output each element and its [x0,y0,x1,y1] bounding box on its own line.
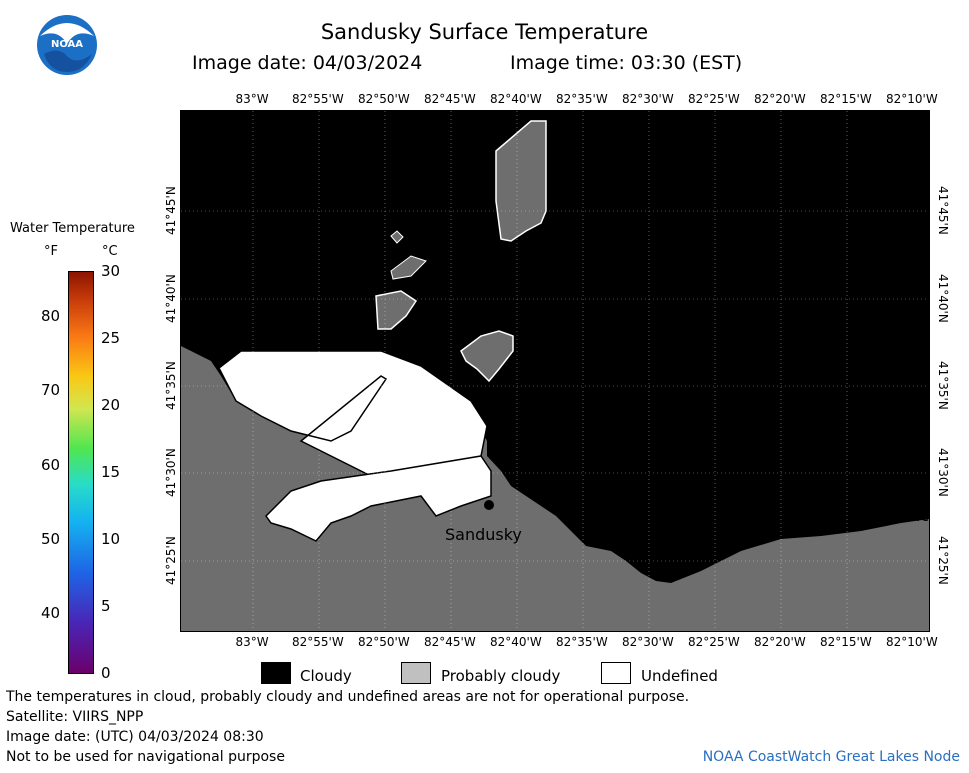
colorbar-unit-f: °F [44,244,58,259]
colorbar-c-tick: 5 [101,597,111,615]
footer-utc-date: Image date: (UTC) 04/03/2024 08:30 [6,729,264,745]
lat-tick-left: 41°45'N [164,185,178,235]
legend-swatch-undefined [601,662,631,684]
footer-disclaimer: The temperatures in cloud, probably clou… [6,689,690,705]
lon-tick-top: 82°45'W [424,92,476,106]
undefined-area-west [218,350,488,482]
legend-swatch-probably-cloudy [401,662,431,684]
colorbar-c-tick: 25 [101,329,121,347]
page-title: Sandusky Surface Temperature [320,20,649,44]
lon-tick-bottom: 82°50'W [358,635,410,649]
colorbar-f-tick: 60 [41,455,61,474]
lat-tick-right: 41°35'N [936,360,950,410]
colorbar-c-tick: 10 [101,530,121,548]
lat-tick-left: 41°35'N [164,360,178,410]
east-marker [891,490,901,500]
probably-cloudy-island [375,290,418,330]
noaa-logo: NOAA [36,14,98,76]
lat-tick-right: 41°25'N [936,535,950,585]
lon-tick-top: 82°25'W [688,92,740,106]
legend-label-probably-cloudy: Probably cloudy [441,667,561,685]
lon-tick-top: 82°20'W [754,92,806,106]
colorbar-unit-c: °C [102,244,118,259]
probably-cloudy-east [460,330,514,383]
footer-nav-warning: Not to be used for navigational purpose [6,749,285,765]
temperature-map: Sandusky Blac [180,110,930,632]
legend-label-undefined: Undefined [641,667,718,685]
place-label-sandusky: Sandusky [445,525,522,544]
lat-tick-right: 41°40'N [936,273,950,323]
lon-tick-top: 82°50'W [358,92,410,106]
lon-tick-bottom: 82°20'W [754,635,806,649]
legend-swatch-cloudy [261,662,291,684]
lon-tick-bottom: 82°10'W [886,635,938,649]
colorbar-title: Water Temperature [10,221,135,236]
sandusky-marker [484,500,494,510]
lon-tick-bottom: 82°15'W [820,635,872,649]
lon-tick-bottom: 82°55'W [292,635,344,649]
lat-tick-right: 41°45'N [936,185,950,235]
colorbar-c-tick: 0 [101,664,111,682]
place-label-east: Blac [895,506,930,525]
svg-text:NOAA: NOAA [51,39,83,50]
lon-tick-top: 83°W [235,92,269,106]
lon-tick-top: 82°55'W [292,92,344,106]
lat-tick-right: 41°30'N [936,447,950,497]
lon-tick-bottom: 82°25'W [688,635,740,649]
colorbar-c-tick: 15 [101,463,121,481]
colorbar-c-tick: 20 [101,396,121,414]
lon-tick-bottom: 83°W [235,635,269,649]
colorbar-f-tick: 80 [41,306,61,325]
image-time: Image time: 03:30 (EST) [510,52,743,74]
colorbar-f-tick: 70 [41,381,61,400]
probably-cloudy-small-1 [390,230,404,244]
probably-cloudy-small-2 [390,255,427,280]
legend-label-cloudy: Cloudy [300,667,352,685]
lon-tick-top: 82°30'W [622,92,674,106]
lon-tick-top: 82°10'W [886,92,938,106]
lon-tick-top: 82°40'W [490,92,542,106]
grid-lines [181,111,929,631]
image-date: Image date: 04/03/2024 [192,52,423,74]
undefined-area-bay [265,455,492,542]
lon-tick-bottom: 82°40'W [490,635,542,649]
colorbar-f-tick: 40 [41,604,61,623]
temperature-colorbar [68,271,94,674]
lat-tick-left: 41°25'N [164,535,178,585]
lat-tick-left: 41°40'N [164,273,178,323]
lon-tick-bottom: 82°35'W [556,635,608,649]
lon-tick-bottom: 82°30'W [622,635,674,649]
lon-tick-top: 82°35'W [556,92,608,106]
colorbar-c-tick: 30 [101,262,121,280]
colorbar-f-tick: 50 [41,530,61,548]
footer-satellite: Satellite: VIIRS_NPP [6,709,144,725]
lon-tick-bottom: 82°45'W [424,635,476,649]
lat-tick-left: 41°30'N [164,447,178,497]
lon-tick-top: 82°15'W [820,92,872,106]
footer-credit: NOAA CoastWatch Great Lakes Node [702,749,960,765]
